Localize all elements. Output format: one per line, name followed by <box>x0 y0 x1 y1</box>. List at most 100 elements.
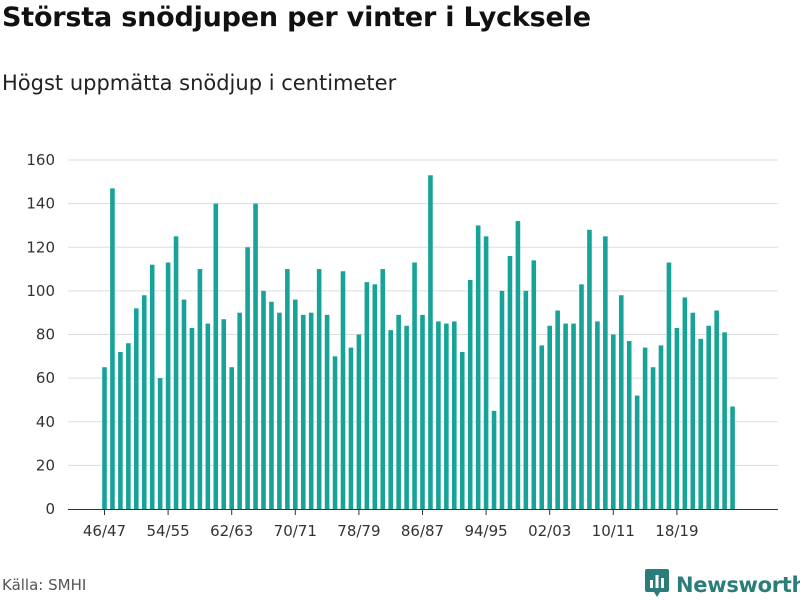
x-tick-label: 46/47 <box>83 522 126 540</box>
bar-24-25 <box>722 332 727 509</box>
newsworthy-logo-icon <box>644 568 670 602</box>
bar-83-84 <box>396 314 401 509</box>
bar-54-55 <box>165 262 171 509</box>
bar-82-83 <box>388 330 393 509</box>
bar-56-57 <box>181 299 187 509</box>
x-tick-label: 70/71 <box>274 522 317 540</box>
bar-86-87 <box>420 314 425 509</box>
bar-63-64 <box>237 312 242 509</box>
bar-17-18 <box>666 262 672 509</box>
y-tick-label: 20 <box>36 456 55 474</box>
bar-72-73 <box>308 312 314 509</box>
x-tick-label: 62/63 <box>210 522 253 540</box>
bar-18-19 <box>674 327 680 509</box>
bar-65-66 <box>253 203 258 510</box>
bar-05-06 <box>571 323 576 509</box>
bar-69-70 <box>285 269 290 509</box>
bar-57-58 <box>189 327 195 509</box>
bar-66-67 <box>261 290 266 510</box>
x-tick-label: 94/95 <box>464 522 507 540</box>
y-tick-label: 40 <box>36 413 55 431</box>
chart-subtitle: Högst uppmätta snödjup i centimeter <box>2 71 397 95</box>
bar-51-52 <box>141 295 147 509</box>
bar-76-77 <box>340 271 346 509</box>
y-tick-label: 80 <box>36 326 55 344</box>
source-note: Källa: SMHI <box>2 576 87 594</box>
bar-48-49 <box>118 351 123 509</box>
bar-73-74 <box>316 269 322 509</box>
bar-12-13 <box>626 341 632 509</box>
bar-92-93 <box>467 279 473 509</box>
bar-59-60 <box>205 323 211 509</box>
bar-97-98 <box>507 255 513 509</box>
bar-74-75 <box>324 314 330 509</box>
bar-71-72 <box>300 314 306 509</box>
y-tick-label: 0 <box>45 500 55 518</box>
bar-58-59 <box>197 269 203 509</box>
bar-62-63 <box>229 367 234 509</box>
y-tick-label: 160 <box>26 151 55 169</box>
bar-00-01 <box>531 260 537 509</box>
bar-55-56 <box>173 236 179 509</box>
chart-title: Största snödjupen per vinter i Lycksele <box>2 2 591 33</box>
bar-15-16 <box>650 367 656 509</box>
bar-22-23 <box>706 325 711 509</box>
bar-01-02 <box>539 345 545 509</box>
x-tick-label: 18/19 <box>655 522 698 540</box>
bar-49-50 <box>126 343 131 509</box>
bar-11-12 <box>618 295 624 509</box>
bar-60-61 <box>213 203 219 510</box>
bar-98-99 <box>515 221 521 509</box>
bar-99-00 <box>523 290 529 510</box>
y-tick-label: 120 <box>26 238 55 256</box>
bar-16-17 <box>658 345 664 509</box>
bar-78-79 <box>356 334 362 509</box>
bar-67-68 <box>269 301 274 509</box>
bar-89-90 <box>444 323 449 509</box>
x-tick-label: 86/87 <box>401 522 444 540</box>
x-tick-label: 54/55 <box>146 522 189 540</box>
bar-96-97 <box>499 290 505 510</box>
bar-47-48 <box>110 188 115 510</box>
y-tick-label: 100 <box>26 282 55 300</box>
bar-84-85 <box>404 325 409 509</box>
bar-64-65 <box>245 247 250 509</box>
bar-21-22 <box>698 338 704 509</box>
bar-10-11 <box>611 334 616 509</box>
bar-20-21 <box>690 312 696 509</box>
bar-02-03 <box>547 325 552 509</box>
bar-61-62 <box>221 319 227 509</box>
bar-03-04 <box>555 310 560 509</box>
bar-88-89 <box>436 321 441 509</box>
bar-93-94 <box>475 225 481 509</box>
bar-80-81 <box>372 284 378 509</box>
bar-95-96 <box>491 410 497 509</box>
bar-68-69 <box>277 312 282 509</box>
bar-series <box>102 175 735 510</box>
bar-50-51 <box>134 308 139 509</box>
bar-19-20 <box>682 297 688 509</box>
bar-23-24 <box>714 310 719 509</box>
bar-94-95 <box>483 236 489 509</box>
bar-09-10 <box>603 236 608 509</box>
bar-91-92 <box>459 351 465 509</box>
bar-53-54 <box>157 378 163 510</box>
bar-04-05 <box>563 323 568 509</box>
x-tick-label: 10/11 <box>592 522 635 540</box>
brand-name: Newsworthy <box>676 573 800 597</box>
bar-70-71 <box>293 299 298 509</box>
bar-52-53 <box>149 264 155 509</box>
bar-75-76 <box>332 356 338 509</box>
y-tick-label: 140 <box>26 195 55 213</box>
axes: 0 20 40 60 80 100 120 140 160 46/47 54/55 62/63 70/7… <box>26 151 778 540</box>
bar-77-78 <box>348 347 354 509</box>
bar-07-08 <box>587 229 592 510</box>
brand-logo[interactable]: Newsworthy <box>644 568 800 602</box>
bar-90-91 <box>452 321 457 509</box>
bar-08-09 <box>595 321 600 509</box>
bar-06-07 <box>579 284 584 509</box>
x-tick-label: 02/03 <box>528 522 571 540</box>
bar-79-80 <box>364 282 370 509</box>
bar-25-26 <box>730 406 735 509</box>
